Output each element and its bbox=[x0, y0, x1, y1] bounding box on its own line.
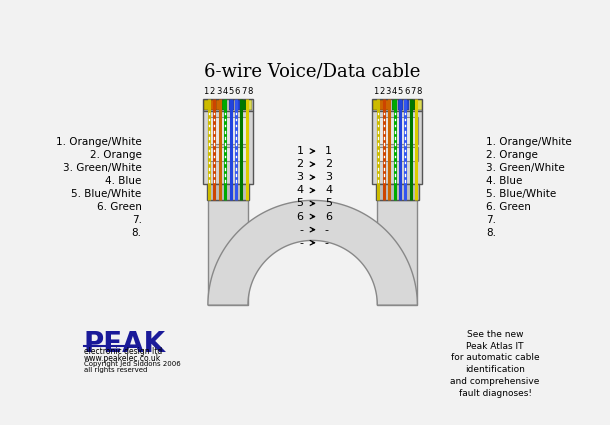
Text: 3: 3 bbox=[325, 172, 332, 182]
Text: See the new
Peak Atlas IT
for automatic cable
identification
and comprehensive
f: See the new Peak Atlas IT for automatic … bbox=[450, 330, 540, 398]
Bar bbox=[398, 99, 403, 110]
Bar bbox=[404, 99, 409, 110]
Bar bbox=[372, 111, 422, 184]
Text: 5: 5 bbox=[325, 198, 332, 208]
Bar bbox=[216, 99, 221, 110]
Bar bbox=[376, 184, 418, 200]
Text: 2. Orange: 2. Orange bbox=[486, 150, 538, 160]
Text: 7.: 7. bbox=[486, 215, 496, 225]
Text: -: - bbox=[300, 238, 303, 248]
Text: all rights reserved: all rights reserved bbox=[84, 368, 147, 374]
Text: 5: 5 bbox=[398, 87, 403, 96]
Bar bbox=[372, 99, 422, 111]
Text: 2: 2 bbox=[296, 159, 303, 169]
Text: 6: 6 bbox=[325, 212, 332, 221]
Text: 6. Green: 6. Green bbox=[97, 202, 142, 212]
Text: 1: 1 bbox=[373, 87, 378, 96]
Text: 4: 4 bbox=[325, 185, 332, 196]
Text: 7: 7 bbox=[241, 87, 246, 96]
Bar bbox=[411, 99, 415, 110]
Bar bbox=[241, 99, 246, 110]
Text: 8.: 8. bbox=[132, 229, 142, 238]
Bar bbox=[392, 99, 396, 110]
Text: 5: 5 bbox=[296, 198, 303, 208]
Text: 6-wire Voice/Data cable: 6-wire Voice/Data cable bbox=[204, 62, 421, 81]
Text: 2. Orange: 2. Orange bbox=[90, 150, 142, 160]
Text: 4: 4 bbox=[296, 185, 303, 196]
Bar bbox=[417, 99, 422, 110]
Text: PEAK: PEAK bbox=[84, 330, 166, 358]
Text: 7.: 7. bbox=[132, 215, 142, 225]
Bar bbox=[378, 200, 417, 305]
Text: 2: 2 bbox=[325, 159, 332, 169]
Text: -: - bbox=[300, 225, 303, 235]
Bar bbox=[377, 147, 418, 161]
Text: 4: 4 bbox=[222, 87, 228, 96]
Text: www.peakelec.co.uk: www.peakelec.co.uk bbox=[84, 354, 161, 363]
Bar bbox=[247, 99, 253, 110]
Text: 4. Blue: 4. Blue bbox=[106, 176, 142, 186]
Text: 3: 3 bbox=[386, 87, 390, 96]
Text: 3: 3 bbox=[296, 172, 303, 182]
Text: 3: 3 bbox=[216, 87, 221, 96]
Bar bbox=[210, 99, 215, 110]
Bar bbox=[207, 117, 248, 144]
Text: 6. Green: 6. Green bbox=[486, 202, 531, 212]
Text: electronic design ltd: electronic design ltd bbox=[84, 348, 162, 357]
Text: 8: 8 bbox=[417, 87, 422, 96]
Text: -: - bbox=[325, 225, 329, 235]
Text: 1. Orange/White: 1. Orange/White bbox=[56, 137, 142, 147]
Bar bbox=[379, 99, 384, 110]
Text: 1: 1 bbox=[203, 87, 209, 96]
Bar bbox=[203, 111, 253, 184]
Text: Copyright Jed Siddons 2006: Copyright Jed Siddons 2006 bbox=[84, 361, 181, 367]
Text: 4. Blue: 4. Blue bbox=[486, 176, 522, 186]
Text: 6: 6 bbox=[404, 87, 409, 96]
Text: 6: 6 bbox=[296, 212, 303, 221]
Bar bbox=[204, 99, 209, 110]
Bar bbox=[386, 99, 390, 110]
Bar bbox=[207, 184, 249, 200]
Bar bbox=[203, 99, 253, 111]
Text: 2: 2 bbox=[379, 87, 384, 96]
Text: 1: 1 bbox=[296, 146, 303, 156]
Text: 3. Green/White: 3. Green/White bbox=[63, 163, 142, 173]
Text: 6: 6 bbox=[235, 87, 240, 96]
Text: 2: 2 bbox=[210, 87, 215, 96]
Text: 1. Orange/White: 1. Orange/White bbox=[486, 137, 572, 147]
Bar bbox=[207, 147, 248, 161]
Bar bbox=[229, 99, 234, 110]
Text: 5. Blue/White: 5. Blue/White bbox=[486, 189, 556, 199]
Text: 8: 8 bbox=[247, 87, 253, 96]
Bar bbox=[235, 99, 240, 110]
Text: 1: 1 bbox=[325, 146, 332, 156]
Text: 4: 4 bbox=[392, 87, 397, 96]
Text: -: - bbox=[325, 238, 329, 248]
Polygon shape bbox=[208, 200, 417, 305]
Bar bbox=[208, 200, 248, 305]
Text: 7: 7 bbox=[411, 87, 415, 96]
Bar bbox=[377, 117, 418, 144]
Bar bbox=[373, 99, 378, 110]
Bar bbox=[222, 99, 228, 110]
Text: 3. Green/White: 3. Green/White bbox=[486, 163, 565, 173]
Text: 8.: 8. bbox=[486, 229, 496, 238]
Text: 5. Blue/White: 5. Blue/White bbox=[71, 189, 142, 199]
Text: 5: 5 bbox=[228, 87, 234, 96]
